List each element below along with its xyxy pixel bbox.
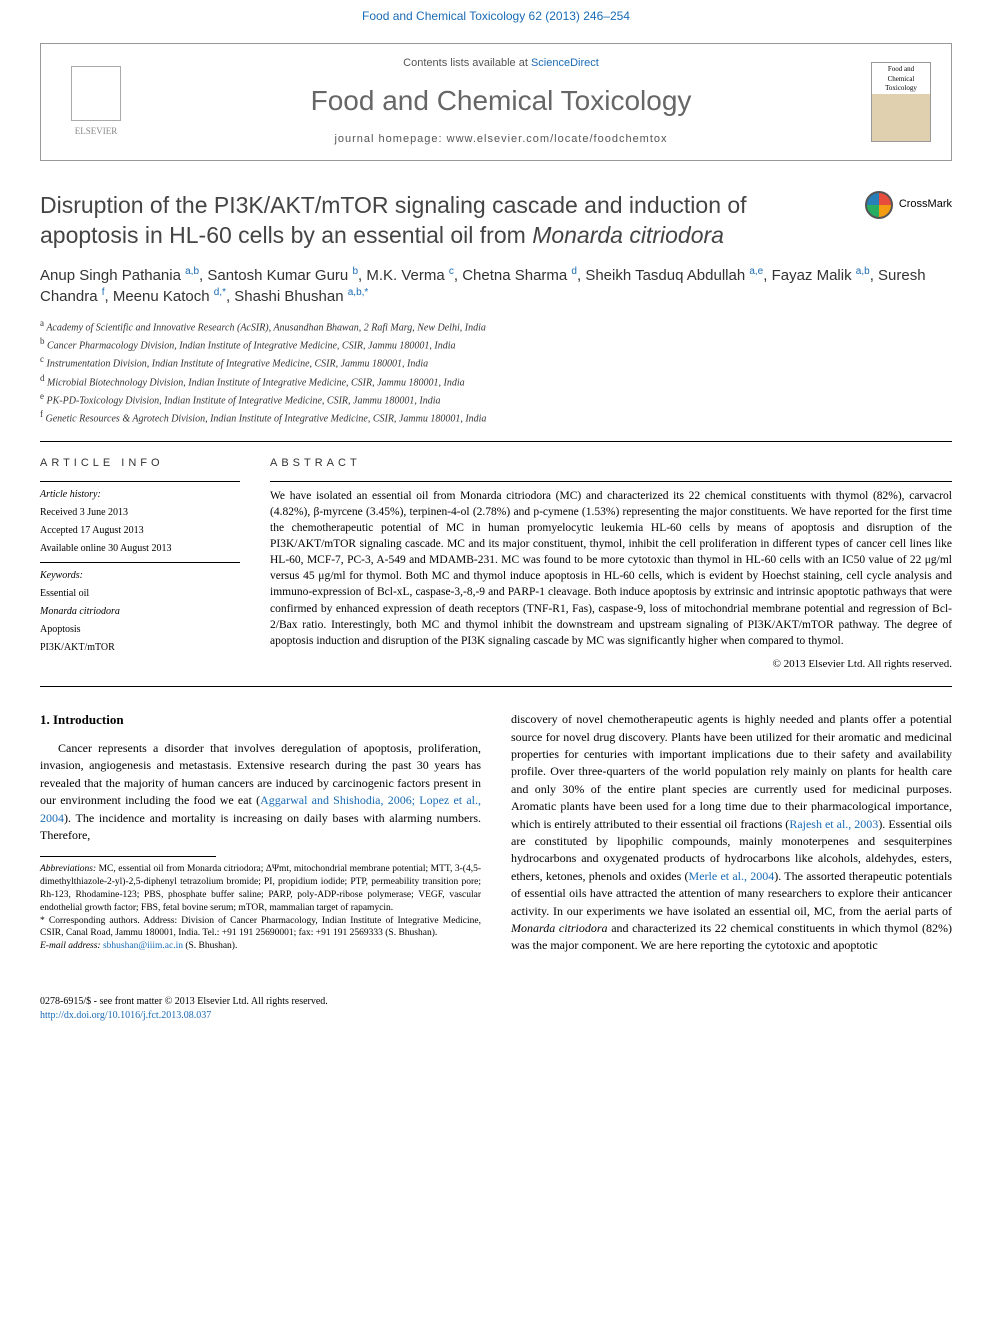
- crossmark-label: CrossMark: [899, 197, 952, 212]
- body-column-right: discovery of novel chemotherapeutic agen…: [511, 711, 952, 954]
- keywords-label: Keywords:: [40, 570, 83, 581]
- page-footer: 0278-6915/$ - see front matter © 2013 El…: [40, 995, 952, 1023]
- homepage-line: journal homepage: www.elsevier.com/locat…: [151, 132, 851, 147]
- abstract-text: We have isolated an essential oil from M…: [270, 488, 952, 649]
- article-info: article info Article history: Received 3…: [40, 456, 240, 673]
- email-after: (S. Bhushan).: [183, 941, 237, 951]
- citation-link[interactable]: Rajesh et al., 2003: [789, 817, 878, 831]
- intro-p1b: ). The incidence and mortality is increa…: [40, 811, 481, 842]
- email-label: E-mail address:: [40, 941, 101, 951]
- crossmark-badge[interactable]: CrossMark: [865, 191, 952, 219]
- copyright: © 2013 Elsevier Ltd. All rights reserved…: [270, 657, 952, 672]
- article-info-heading: article info: [40, 456, 240, 471]
- elsevier-label: ELSEVIER: [75, 125, 118, 138]
- intro-heading: 1. Introduction: [40, 711, 481, 730]
- abstract-divider: [270, 481, 952, 482]
- journal-header-box: ELSEVIER Contents lists available at Sci…: [40, 43, 952, 161]
- footer-copyright: 0278-6915/$ - see front matter © 2013 El…: [40, 995, 328, 1009]
- journal-title: Food and Chemical Toxicology: [151, 81, 851, 120]
- citation-link[interactable]: Merle et al., 2004: [689, 869, 775, 883]
- keywords-list: Essential oilMonarda citriodoraApoptosis…: [40, 587, 240, 655]
- history-label: Article history:: [40, 489, 101, 500]
- abbrev-text: MC, essential oil from Monarda citriodor…: [40, 864, 481, 912]
- header-center: Contents lists available at ScienceDirec…: [151, 56, 851, 148]
- sciencedirect-link[interactable]: ScienceDirect: [531, 57, 599, 69]
- body-column-left: 1. Introduction Cancer represents a diso…: [40, 711, 481, 954]
- title-italic: Monarda citriodora: [532, 222, 724, 248]
- article-title: Disruption of the PI3K/AKT/mTOR signalin…: [40, 191, 845, 251]
- email: E-mail address: sbhushan@iiim.ac.in (S. …: [40, 940, 481, 953]
- abbrev-label: Abbreviations:: [40, 864, 96, 874]
- corr-label: * Corresponding authors.: [40, 916, 140, 926]
- contents-line: Contents lists available at ScienceDirec…: [151, 56, 851, 71]
- intro-p2a: discovery of novel chemotherapeutic agen…: [511, 712, 952, 830]
- authors: Anup Singh Pathania a,b, Santosh Kumar G…: [40, 265, 952, 307]
- info-divider: [40, 562, 240, 563]
- available-date: Available online 30 August 2013: [40, 542, 240, 556]
- footnote-divider: [40, 856, 216, 857]
- footer-doi-link[interactable]: http://dx.doi.org/10.1016/j.fct.2013.08.…: [40, 1010, 211, 1021]
- corresponding-author: * Corresponding authors. Address: Divisi…: [40, 915, 481, 941]
- intro-p1: Cancer represents a disorder that involv…: [40, 740, 481, 844]
- abbreviations: Abbreviations: MC, essential oil from Mo…: [40, 863, 481, 914]
- crossmark-icon: [865, 191, 893, 219]
- journal-citation: Food and Chemical Toxicology 62 (2013) 2…: [0, 0, 992, 33]
- received-date: Received 3 June 2013: [40, 506, 240, 520]
- elsevier-logo: ELSEVIER: [61, 62, 131, 142]
- intro-p2: discovery of novel chemotherapeutic agen…: [511, 711, 952, 954]
- divider: [40, 686, 952, 687]
- homepage-url[interactable]: www.elsevier.com/locate/foodchemtox: [447, 133, 668, 145]
- footnotes: Abbreviations: MC, essential oil from Mo…: [40, 863, 481, 953]
- homepage-pre: journal homepage:: [334, 133, 446, 145]
- journal-cover-thumbnail: Food and Chemical Toxicology: [871, 62, 931, 142]
- contents-pre: Contents lists available at: [403, 57, 531, 69]
- info-divider: [40, 481, 240, 482]
- elsevier-tree-icon: [71, 66, 121, 121]
- email-link[interactable]: sbhushan@iiim.ac.in: [103, 941, 183, 951]
- accepted-date: Accepted 17 August 2013: [40, 524, 240, 538]
- affiliations: a Academy of Scientific and Innovative R…: [40, 317, 952, 427]
- abstract-heading: abstract: [270, 456, 952, 471]
- intro-p2-italic: Monarda citriodora: [511, 921, 608, 935]
- abstract-column: abstract We have isolated an essential o…: [270, 456, 952, 673]
- divider: [40, 441, 952, 442]
